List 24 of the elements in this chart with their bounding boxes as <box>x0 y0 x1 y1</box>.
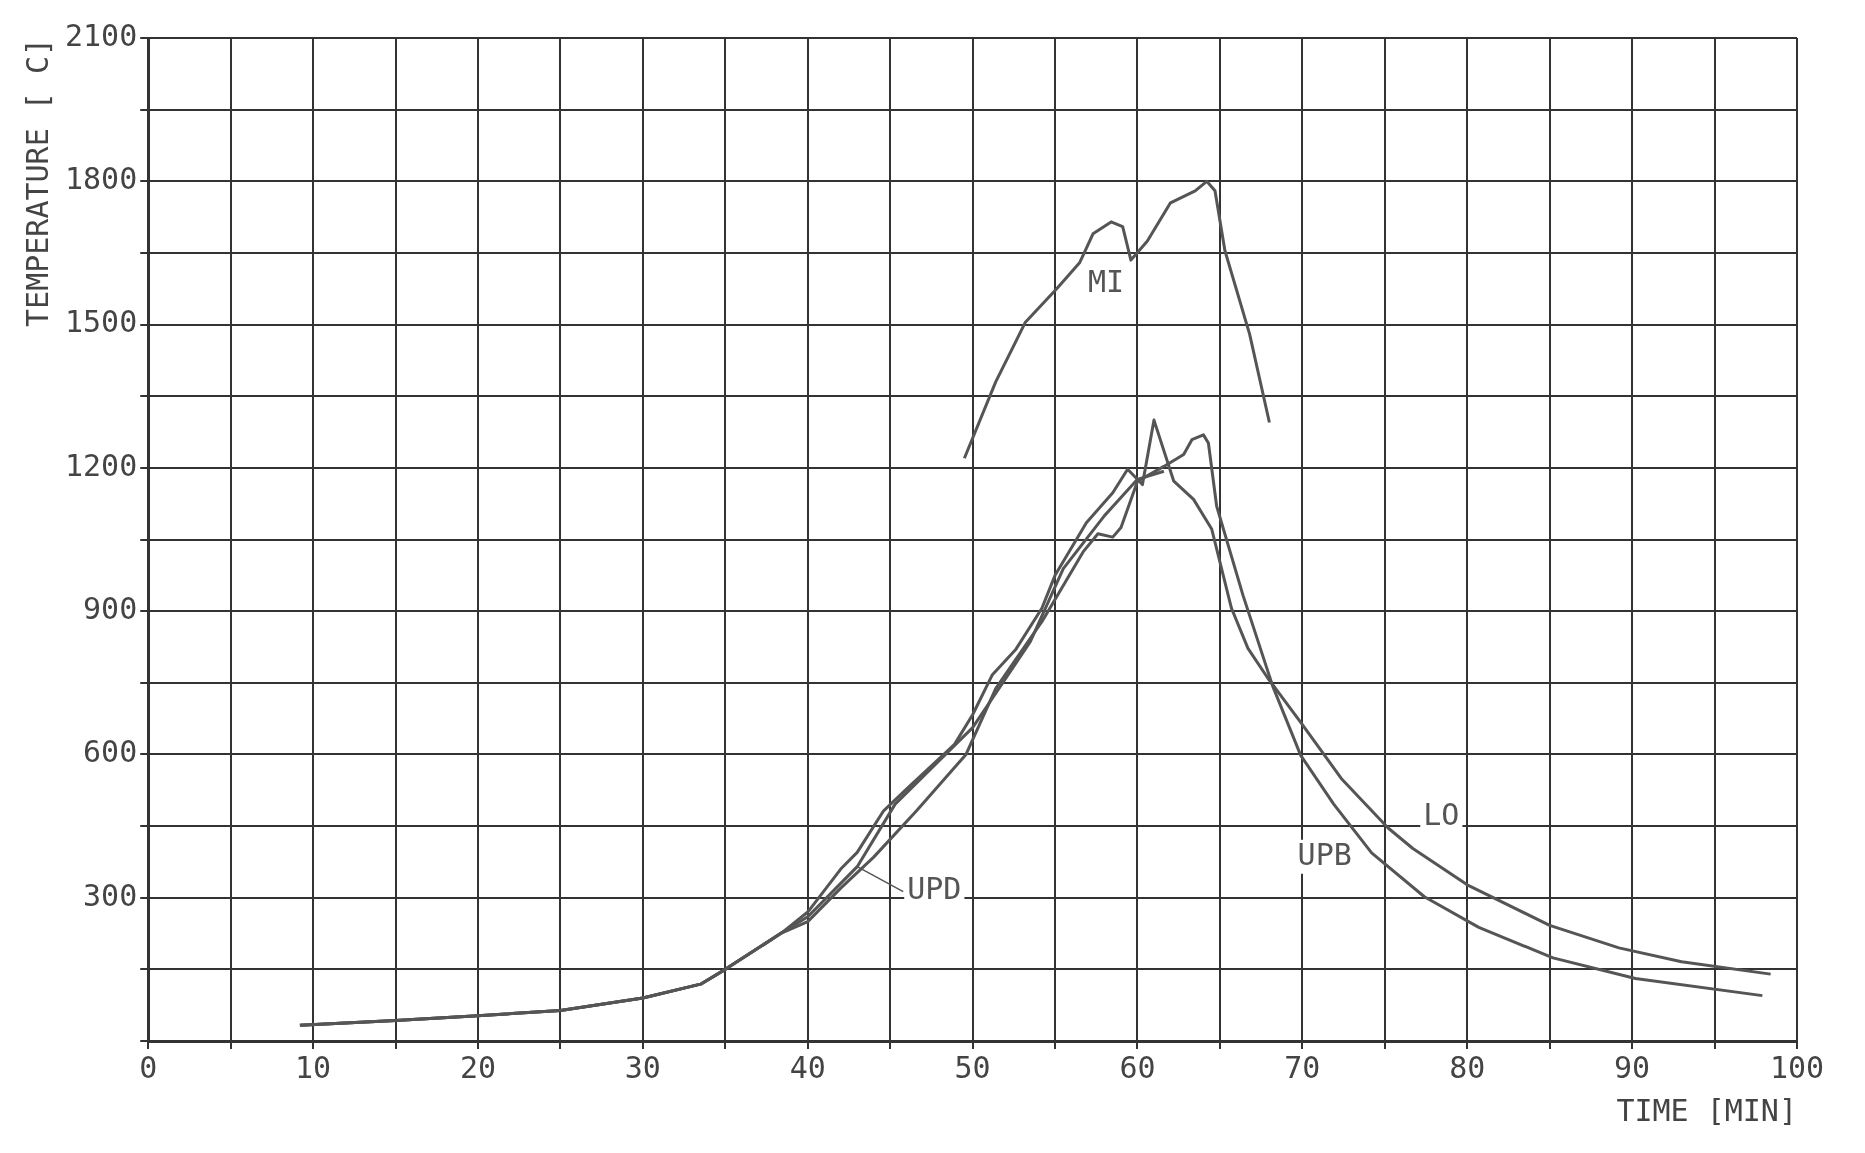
y-tick-label: 900 <box>83 590 138 626</box>
y-tick-label: 1800 <box>65 161 138 197</box>
x-axis-title: TIME [MIN] <box>1616 1092 1797 1128</box>
y-tick-label: 1200 <box>65 447 138 483</box>
y-tick-label: 600 <box>83 734 138 770</box>
series-label: UPB <box>1297 836 1352 872</box>
x-tick-label: 80 <box>1449 1049 1486 1085</box>
x-tick-label: 0 <box>139 1049 158 1085</box>
x-tick-label: 60 <box>1119 1049 1156 1085</box>
y-tick-label: 300 <box>83 877 138 913</box>
x-tick-label: 90 <box>1614 1049 1651 1085</box>
x-tick-label: 100 <box>1769 1049 1825 1085</box>
series-label: MI <box>1088 264 1125 300</box>
series-label: LO <box>1423 796 1460 832</box>
x-tick-label: 30 <box>624 1049 661 1085</box>
x-tick-label: 10 <box>295 1049 332 1085</box>
y-tick-label: 2100 <box>65 17 138 53</box>
x-tick-label: 20 <box>459 1049 497 1085</box>
x-tick-label: 70 <box>1284 1049 1321 1085</box>
y-tick-label: 1500 <box>65 304 138 340</box>
legend-label: UPD <box>907 871 962 907</box>
y-axis-title: TEMPERATURE [ C] <box>19 38 55 327</box>
x-tick-label: 40 <box>789 1049 826 1085</box>
x-tick-label: 50 <box>954 1049 991 1085</box>
